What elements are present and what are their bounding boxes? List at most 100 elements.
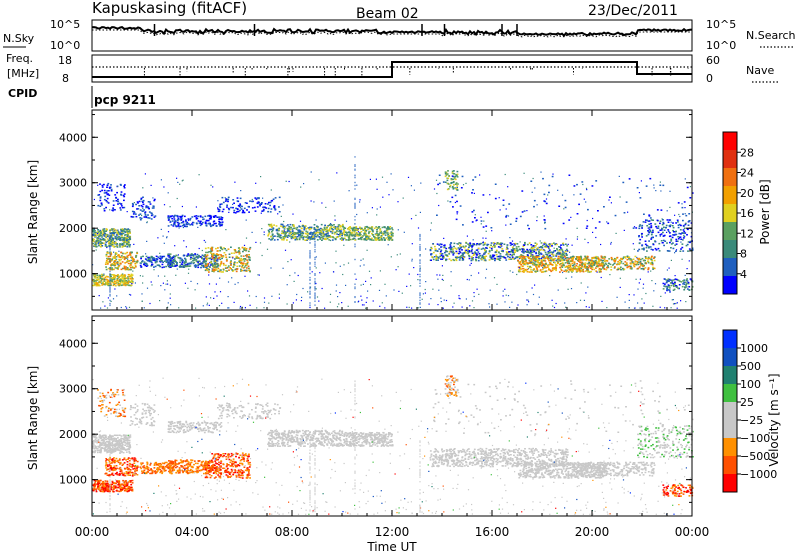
echo-point bbox=[662, 219, 664, 221]
echo-point bbox=[178, 307, 180, 309]
echo-point bbox=[461, 259, 464, 261]
echo-point bbox=[110, 184, 112, 186]
echo-point bbox=[448, 175, 450, 177]
echo-point bbox=[576, 236, 579, 238]
echo-point bbox=[680, 238, 683, 240]
echo-point bbox=[142, 187, 144, 189]
echo-point bbox=[92, 230, 94, 233]
echo-point bbox=[153, 258, 156, 260]
echo-point bbox=[555, 254, 558, 256]
echo-point bbox=[520, 255, 523, 258]
echo-point bbox=[333, 271, 335, 273]
echo-point bbox=[455, 174, 457, 176]
echo-point bbox=[652, 249, 654, 251]
echo-point bbox=[110, 300, 112, 302]
echo-point bbox=[344, 237, 346, 240]
echo-point bbox=[691, 192, 694, 194]
echo-point bbox=[448, 258, 451, 260]
echo-point bbox=[282, 236, 285, 238]
echo-point bbox=[97, 204, 100, 207]
echo-point bbox=[391, 239, 394, 241]
echo-point bbox=[293, 232, 296, 234]
echo-point bbox=[548, 255, 551, 258]
echo-point bbox=[439, 255, 441, 258]
echo-point bbox=[640, 180, 642, 182]
echo-point bbox=[121, 235, 123, 237]
echo-point bbox=[375, 239, 378, 241]
echo-point bbox=[379, 230, 382, 232]
echo-point bbox=[598, 260, 601, 262]
echo-point bbox=[161, 257, 163, 259]
echo-point bbox=[188, 263, 191, 265]
echo-point bbox=[133, 267, 135, 269]
echo-point bbox=[521, 248, 524, 250]
echo-point bbox=[620, 260, 623, 263]
echo-point bbox=[673, 279, 676, 281]
echo-point bbox=[364, 226, 366, 229]
echo-point bbox=[108, 239, 110, 241]
echo-point bbox=[336, 306, 339, 308]
echo-point bbox=[548, 262, 551, 264]
echo-point bbox=[509, 244, 512, 246]
echo-point bbox=[442, 274, 444, 276]
echo-point bbox=[641, 248, 644, 250]
echo-point bbox=[465, 252, 467, 254]
echo-point bbox=[685, 286, 688, 288]
echo-point bbox=[100, 280, 102, 282]
echo-point bbox=[630, 260, 633, 262]
echo-point bbox=[484, 259, 487, 261]
echo-point bbox=[330, 226, 332, 228]
echo-point bbox=[523, 256, 526, 258]
echo-point bbox=[547, 256, 550, 259]
echo-point bbox=[317, 226, 319, 228]
echo-point bbox=[185, 225, 188, 228]
echo-point bbox=[595, 261, 598, 263]
echo-point bbox=[204, 254, 206, 256]
echo-point bbox=[490, 257, 493, 259]
echo-point bbox=[146, 264, 149, 267]
echo-point bbox=[535, 266, 537, 268]
echo-point bbox=[121, 284, 124, 286]
echo-point bbox=[537, 252, 540, 255]
echo-point bbox=[118, 276, 120, 279]
echo-point bbox=[210, 258, 213, 261]
echo-point bbox=[543, 264, 546, 266]
echo-point bbox=[581, 265, 583, 268]
echo-point bbox=[240, 259, 243, 262]
echo-point bbox=[368, 270, 371, 272]
echo-point bbox=[118, 255, 121, 257]
echo-point bbox=[145, 265, 148, 267]
echo-point bbox=[636, 257, 639, 260]
echo-point bbox=[165, 265, 167, 268]
echo-point bbox=[445, 258, 447, 261]
echo-point bbox=[521, 211, 524, 213]
echo-point bbox=[486, 247, 488, 249]
echo-point bbox=[332, 236, 334, 238]
echo-point bbox=[131, 251, 133, 254]
echo-point bbox=[337, 296, 339, 298]
echo-point bbox=[343, 226, 346, 229]
echo-point bbox=[673, 283, 676, 285]
echo-point bbox=[359, 199, 361, 201]
echo-point bbox=[648, 257, 651, 260]
echo-point bbox=[644, 221, 647, 223]
echo-point bbox=[92, 242, 95, 245]
echo-point bbox=[496, 303, 498, 305]
echo-point bbox=[239, 209, 241, 212]
echo-point bbox=[271, 234, 274, 237]
echo-point bbox=[319, 238, 322, 240]
echo-point bbox=[123, 265, 126, 267]
echo-point bbox=[123, 185, 125, 187]
echo-point bbox=[478, 253, 481, 255]
echo-point bbox=[215, 222, 217, 225]
echo-point bbox=[121, 276, 124, 279]
echo-point bbox=[498, 251, 500, 253]
echo-point bbox=[338, 230, 340, 233]
echo-point bbox=[577, 267, 580, 269]
echo-point bbox=[639, 259, 642, 261]
echo-point bbox=[298, 237, 301, 239]
echo-point bbox=[544, 245, 547, 247]
echo-point bbox=[474, 252, 477, 254]
echo-point bbox=[631, 261, 634, 263]
echo-point bbox=[451, 182, 453, 184]
